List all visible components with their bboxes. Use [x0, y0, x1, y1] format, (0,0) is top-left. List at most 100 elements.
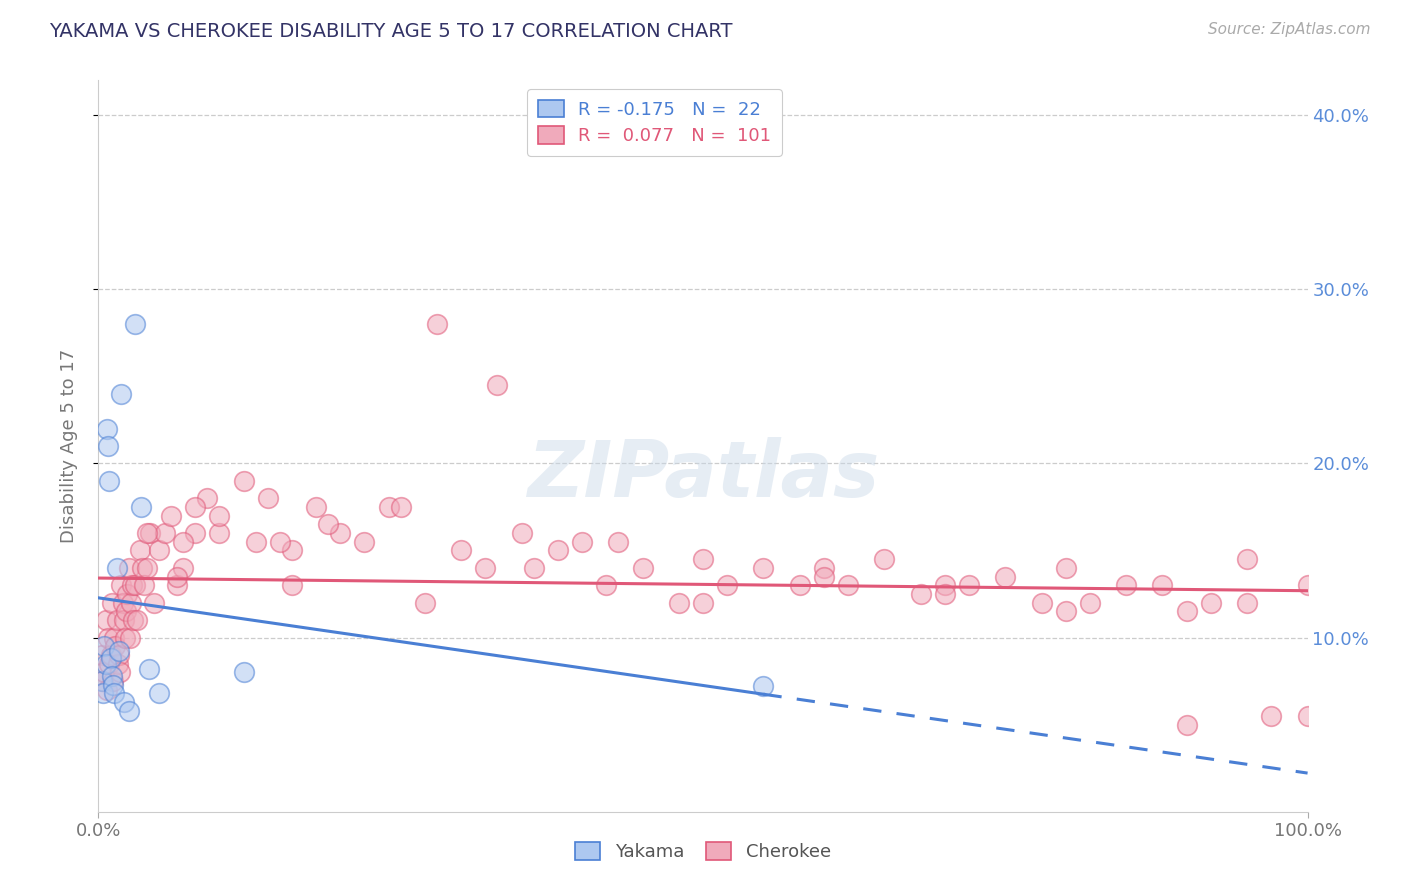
Point — [127, 613, 149, 627]
Point — [120, 596, 142, 610]
Point — [873, 552, 896, 566]
Point — [111, 596, 134, 610]
Point — [957, 578, 980, 592]
Point — [571, 534, 593, 549]
Point — [100, 651, 122, 665]
Point — [131, 561, 153, 575]
Point — [103, 686, 125, 700]
Point — [389, 500, 412, 514]
Point — [813, 561, 835, 575]
Point — [100, 669, 122, 683]
Point — [134, 578, 156, 592]
Point — [256, 491, 278, 506]
Point — [474, 561, 496, 575]
Point — [510, 526, 533, 541]
Point — [631, 561, 654, 575]
Point — [93, 640, 115, 654]
Point — [523, 561, 546, 575]
Point — [668, 596, 690, 610]
Point — [245, 534, 267, 549]
Point — [752, 679, 775, 693]
Point — [112, 613, 135, 627]
Point — [96, 421, 118, 435]
Point — [486, 378, 509, 392]
Point — [97, 631, 120, 645]
Point — [1078, 596, 1101, 610]
Point — [789, 578, 811, 592]
Point — [1296, 709, 1319, 723]
Point — [101, 677, 124, 691]
Point — [118, 631, 141, 645]
Point — [118, 704, 141, 718]
Point — [232, 474, 254, 488]
Point — [934, 587, 956, 601]
Point — [128, 543, 150, 558]
Point — [1152, 578, 1174, 592]
Point — [994, 569, 1017, 583]
Point — [692, 596, 714, 610]
Point — [184, 526, 207, 541]
Point — [112, 695, 135, 709]
Point — [118, 561, 141, 575]
Point — [716, 578, 738, 592]
Point — [353, 534, 375, 549]
Point — [115, 604, 138, 618]
Point — [124, 317, 146, 331]
Y-axis label: Disability Age 5 to 17: Disability Age 5 to 17 — [59, 349, 77, 543]
Point — [101, 674, 124, 689]
Point — [172, 561, 194, 575]
Point — [607, 534, 630, 549]
Point — [184, 500, 207, 514]
Point — [269, 534, 291, 549]
Point — [166, 578, 188, 592]
Point — [329, 526, 352, 541]
Point — [96, 682, 118, 697]
Point — [139, 526, 162, 541]
Point — [413, 596, 436, 610]
Point — [547, 543, 569, 558]
Point — [153, 526, 176, 541]
Point — [1175, 717, 1198, 731]
Point — [94, 657, 117, 671]
Point — [1199, 596, 1222, 610]
Point — [1031, 596, 1053, 610]
Point — [94, 613, 117, 627]
Point — [148, 543, 170, 558]
Point — [103, 631, 125, 645]
Point — [98, 474, 121, 488]
Point — [117, 587, 139, 601]
Point — [1054, 561, 1077, 575]
Point — [114, 631, 136, 645]
Point — [692, 552, 714, 566]
Point — [108, 665, 131, 680]
Point — [377, 500, 399, 514]
Point — [595, 578, 617, 592]
Point — [108, 644, 131, 658]
Point — [124, 578, 146, 592]
Point — [813, 569, 835, 583]
Point — [104, 640, 127, 654]
Point — [97, 439, 120, 453]
Point — [100, 596, 122, 610]
Point — [281, 543, 304, 558]
Point — [934, 578, 956, 592]
Text: YAKAMA VS CHEROKEE DISABILITY AGE 5 TO 17 CORRELATION CHART: YAKAMA VS CHEROKEE DISABILITY AGE 5 TO 1… — [49, 22, 733, 41]
Point — [1236, 596, 1258, 610]
Point — [91, 674, 114, 689]
Point — [450, 543, 472, 558]
Text: Source: ZipAtlas.com: Source: ZipAtlas.com — [1208, 22, 1371, 37]
Point — [837, 578, 859, 592]
Point — [281, 578, 304, 592]
Point — [121, 578, 143, 592]
Point — [143, 596, 166, 610]
Point — [110, 386, 132, 401]
Point — [172, 534, 194, 549]
Point — [138, 662, 160, 676]
Point — [316, 517, 339, 532]
Point — [752, 561, 775, 575]
Point — [1296, 578, 1319, 592]
Point — [110, 578, 132, 592]
Point — [122, 613, 145, 627]
Point — [208, 508, 231, 523]
Point — [1054, 604, 1077, 618]
